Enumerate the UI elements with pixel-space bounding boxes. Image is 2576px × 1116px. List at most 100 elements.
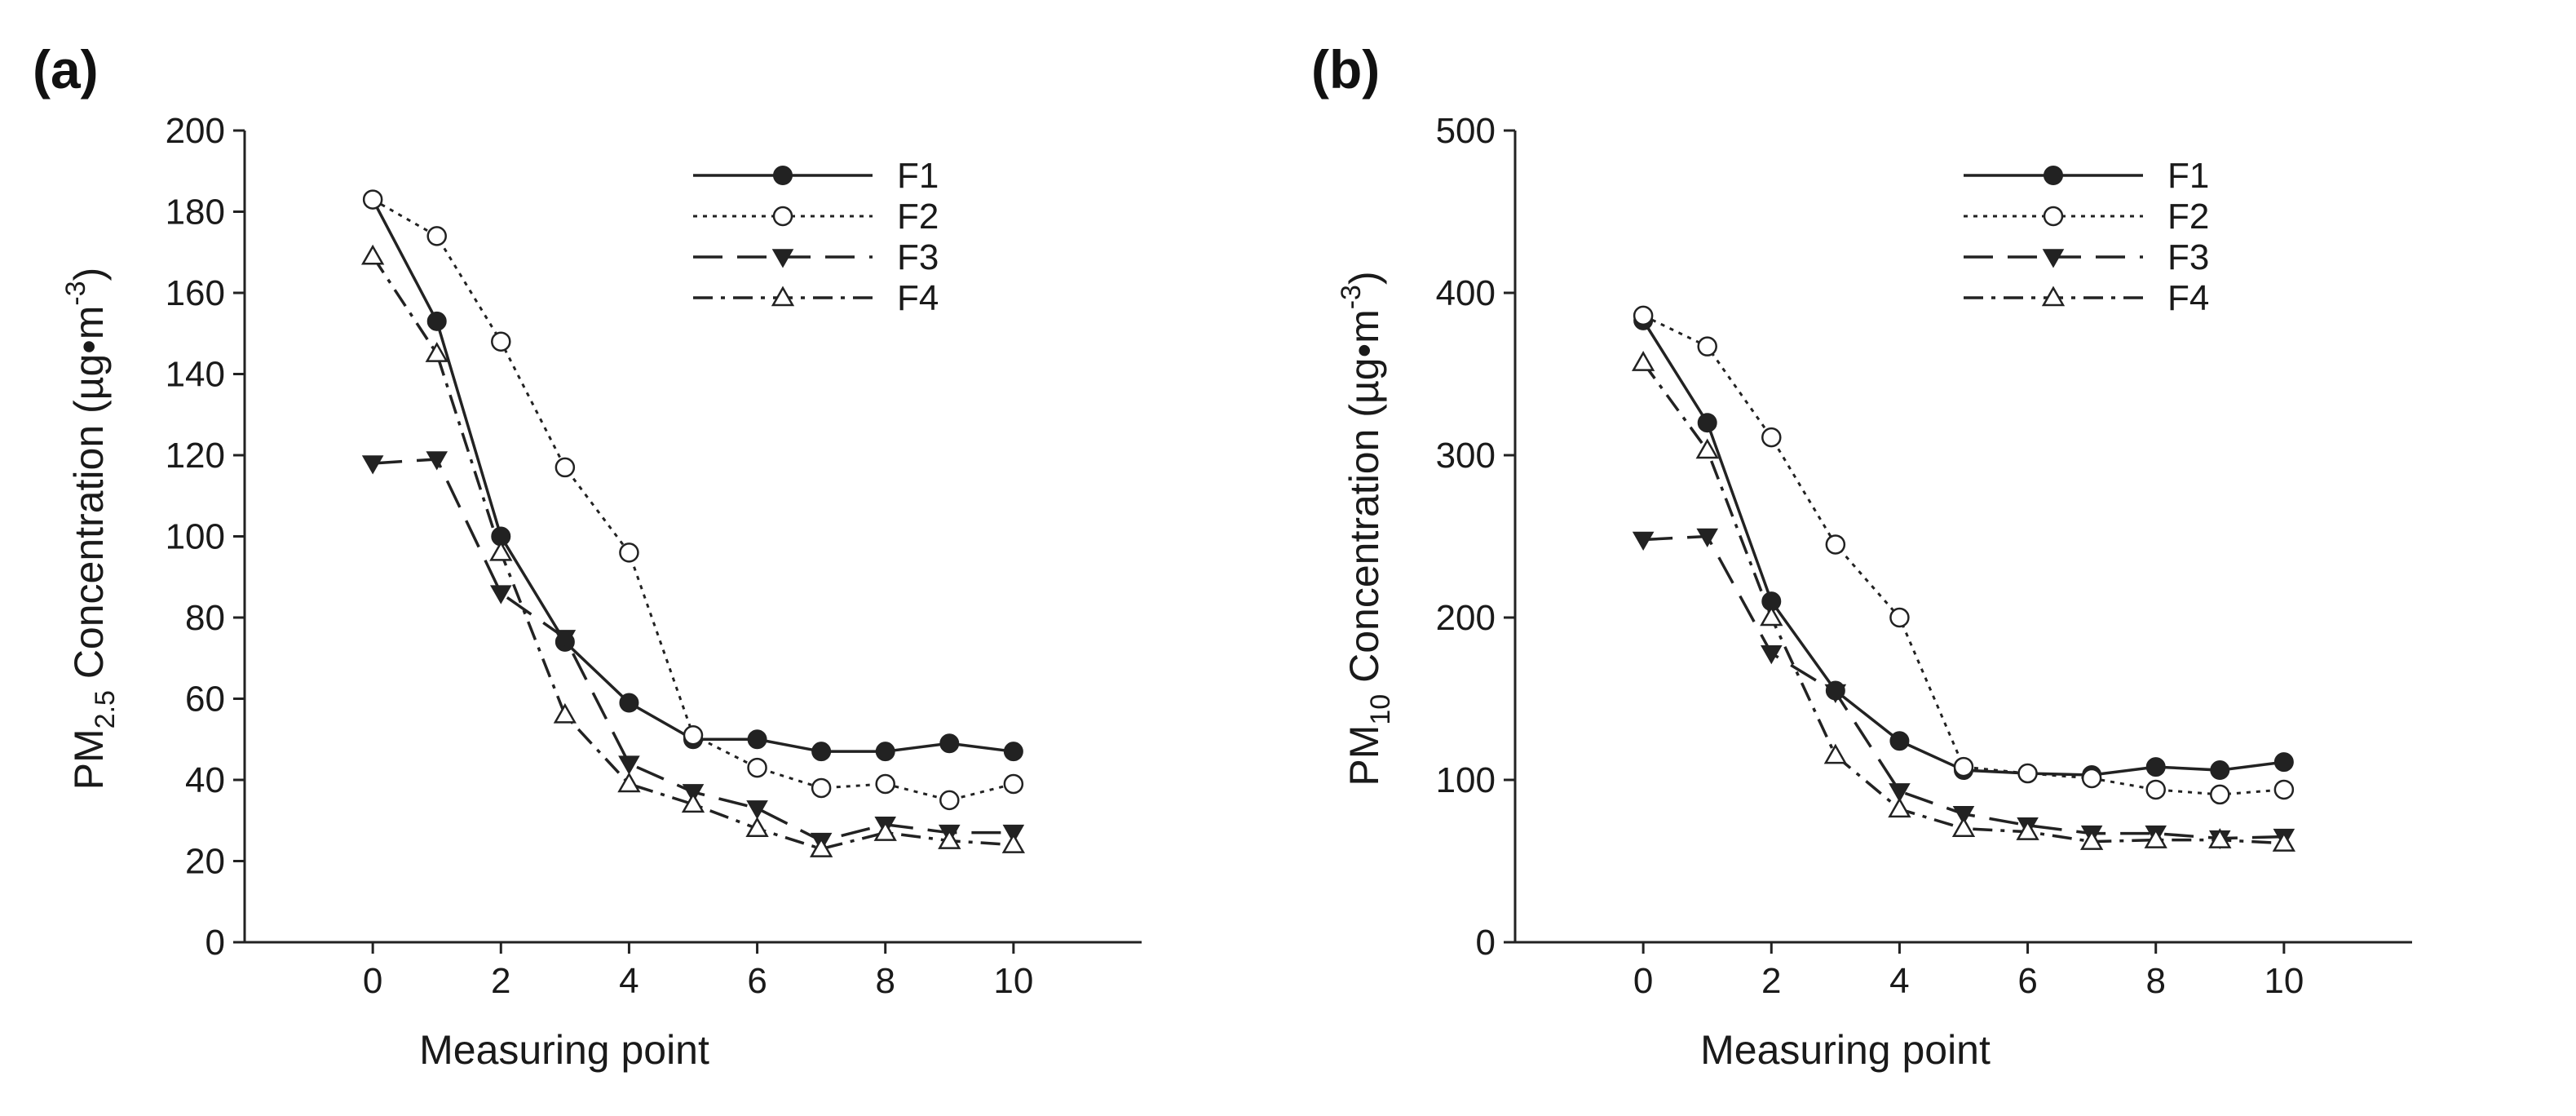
- series-f2-b-point: [2081, 768, 2102, 789]
- series-f3-a-point: [618, 755, 640, 775]
- y-tick-label-b: 300: [1436, 436, 1496, 476]
- y-tick-label-a: 120: [166, 436, 225, 476]
- y-tick-label-a: 20: [185, 842, 225, 882]
- y-tick-label-a: 160: [166, 273, 225, 313]
- series-f2-b-point: [1697, 336, 1717, 356]
- series-f1-b-point: [1697, 413, 1717, 433]
- chart-panel-b: (b) Measuring point PM10 Concentration (…: [1311, 39, 2412, 1073]
- legend-label-f2-b: F2: [2167, 197, 2209, 237]
- y-tick-label-b: 200: [1436, 598, 1496, 638]
- x-tick-label-b: 6: [2017, 961, 2037, 1001]
- series-f1-a-point: [747, 729, 767, 750]
- series-f2-a-point: [491, 331, 511, 352]
- series-f4-b-point: [1951, 817, 1976, 837]
- legend-label-f4-a: F4: [897, 278, 939, 318]
- series-f3-b-point: [1952, 806, 1975, 826]
- series-f2-b-point: [2017, 763, 2038, 784]
- series-f4-a-point: [360, 244, 385, 265]
- x-tick-label-b: 0: [1633, 961, 1653, 1001]
- legend-marker-f2-b: [2043, 206, 2064, 227]
- series-f4-b-point: [2079, 830, 2104, 850]
- x-tick-label-b: 8: [2145, 961, 2165, 1001]
- series-f1-b-point: [2210, 760, 2230, 781]
- series-f3-b-point: [1760, 645, 1783, 665]
- x-tick-label-a: 10: [993, 961, 1033, 1001]
- series-f4-a-point: [681, 792, 705, 813]
- y-tick-label-a: 0: [205, 923, 225, 963]
- series-f3-a-point: [361, 455, 384, 475]
- series-f4-a-point: [809, 837, 833, 857]
- legend-marker-f3-b: [2042, 249, 2065, 268]
- series-f2-a-point: [362, 189, 383, 210]
- y-tick-label-b: 0: [1476, 923, 1496, 963]
- series-f4-b-point: [1695, 438, 1719, 459]
- series-f4-a-point: [873, 821, 897, 841]
- y-tick-label-a: 180: [166, 193, 225, 232]
- y-axis-title-b: PM10 Concentration (µg•m-3): [1336, 271, 1396, 786]
- y-axis-title-a: PM2.5 Concentration (µg•m-3): [60, 268, 121, 790]
- series-f4-b-point: [1760, 605, 1783, 627]
- axes-b: 0 100 200 300 400 500 0 2 4 6 8 10: [1436, 111, 2412, 1001]
- series-f4-b-point: [1823, 743, 1848, 764]
- legend-label-f1-b: F1: [2167, 156, 2209, 196]
- series-f1-b-point: [2273, 752, 2294, 773]
- series-f4-a-point: [1001, 833, 1026, 853]
- series-f1-a-point: [1003, 742, 1023, 762]
- y-tick-label-a: 80: [185, 598, 225, 638]
- legend-marker-f4-a: [771, 286, 795, 307]
- legend-marker-f2-a: [772, 206, 793, 227]
- series-f2-a-point: [1003, 773, 1024, 795]
- x-tick-label-a: 2: [491, 961, 510, 1001]
- series-f2-b-point: [1633, 305, 1654, 326]
- x-tick-label-b: 4: [1889, 961, 1909, 1001]
- legend-label-f4-b: F4: [2167, 278, 2209, 318]
- x-tick-label-a: 8: [875, 961, 895, 1001]
- series-f4-b-point: [2272, 831, 2296, 852]
- y-tick-label-a: 60: [185, 680, 225, 720]
- x-tick-label-a: 0: [363, 961, 382, 1001]
- series-f1-a-point: [939, 733, 960, 754]
- series-f4-a-point: [617, 772, 641, 793]
- series-f4-b-point: [2144, 828, 2167, 848]
- series-f4-a-point: [745, 817, 769, 837]
- series-f4-a-point: [425, 342, 448, 362]
- series-f3-a-point: [426, 451, 448, 471]
- series-f4-a-point: [489, 540, 513, 561]
- series-f2-a-point: [683, 725, 704, 746]
- series-f1-a-point: [426, 311, 447, 331]
- x-tick-label-b: 10: [2264, 961, 2304, 1001]
- legend-label-f1-a: F1: [897, 156, 939, 196]
- series-f1-b-point: [2145, 757, 2166, 777]
- x-tick-label-a: 6: [747, 961, 767, 1001]
- series-f2-a-point: [811, 777, 832, 799]
- series-f2-a-point: [426, 226, 447, 246]
- series-f4-a-point: [553, 702, 577, 724]
- series-f1-a-point: [619, 693, 639, 713]
- series-f4-a-line: [371, 255, 1014, 851]
- y-tick-label-a: 140: [166, 355, 225, 395]
- series-f3-a-point: [554, 630, 577, 649]
- y-tick-label-a: 200: [166, 111, 225, 151]
- series-f2-a-point: [619, 542, 639, 563]
- series-f3-b-point: [1696, 528, 1719, 548]
- plot-area-b: [1631, 305, 2296, 852]
- series-f1-a-point: [811, 742, 832, 762]
- series-f4-b-point: [2208, 828, 2232, 848]
- plot-area-a: [360, 189, 1026, 857]
- series-f3-a-point: [489, 585, 512, 604]
- x-axis-title-a: Measuring point: [419, 1027, 709, 1073]
- legend-label-f2-a: F2: [897, 197, 939, 237]
- series-f2-a-point: [875, 773, 895, 795]
- legend-label-f3-a: F3: [897, 237, 939, 277]
- series-f2-b-point: [2145, 779, 2166, 800]
- x-tick-label-b: 2: [1761, 961, 1781, 1001]
- legend-marker-f4-b: [2041, 286, 2066, 307]
- legend-marker-f1-a: [773, 166, 793, 185]
- panel-label-a: (a): [33, 39, 99, 100]
- series-f3-b-point: [1889, 783, 1911, 803]
- series-f4-a-point: [938, 829, 961, 849]
- legend-marker-f1-b: [2044, 166, 2063, 185]
